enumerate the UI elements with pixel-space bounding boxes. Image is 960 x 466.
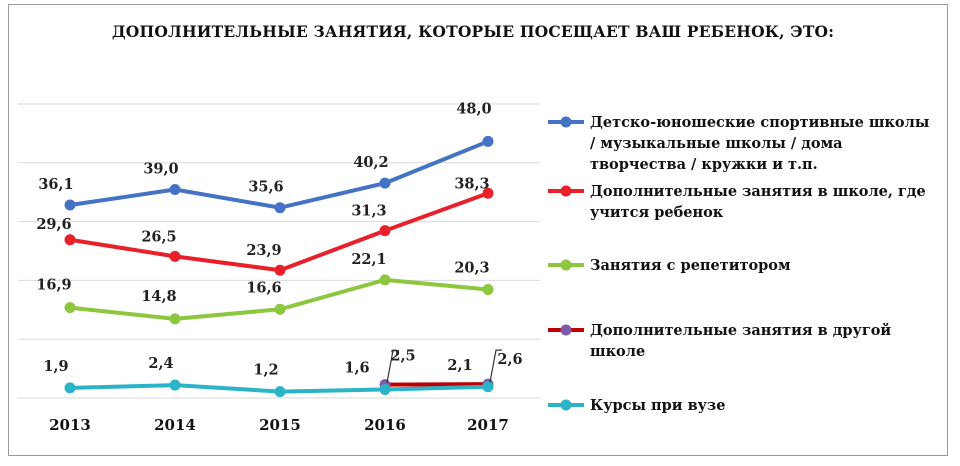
- series-0-data-label-0: 36,1: [38, 176, 73, 193]
- legend-entry-0-line-0: Детско-юношеские спортивные школы: [590, 114, 929, 131]
- x-tick-label-2017: 2017: [467, 416, 509, 434]
- legend-entry-1-line-1: учится ребенок: [590, 204, 724, 221]
- series-1-data-label-2: 23,9: [246, 242, 281, 259]
- chart-frame: [8, 4, 948, 456]
- legend-entry-3-line-0: Дополнительные занятия в другой: [590, 322, 891, 339]
- x-tick-label-2015: 2015: [259, 416, 301, 434]
- series-1-data-label-1: 26,5: [141, 228, 176, 245]
- series-3-data-label-4: 2,6: [497, 351, 522, 368]
- leader-line-3: [386, 350, 399, 383]
- series-0-point-3: [379, 177, 391, 189]
- x-tick-label-2016: 2016: [364, 416, 406, 434]
- series-2-point-2: [274, 303, 286, 315]
- series-2-point-0: [64, 302, 76, 314]
- series-4-point-0: [64, 382, 76, 394]
- series-4-data-label-1: 2,4: [148, 355, 173, 372]
- series-0-point-0: [64, 199, 76, 211]
- legend-marker-2: [560, 259, 572, 271]
- series-line-3: [383, 382, 490, 387]
- series-4-point-2: [274, 386, 286, 398]
- legend-marker-4: [560, 399, 572, 411]
- series-0-point-2: [274, 202, 286, 214]
- series-1-data-label-4: 38,3: [454, 175, 489, 192]
- series-4-data-label-3: 1,6: [344, 359, 369, 376]
- series-1-point-0: [64, 234, 76, 246]
- leader-line-4: [489, 349, 502, 383]
- series-1-data-label-3: 31,3: [351, 203, 386, 220]
- series-0-point-1: [169, 184, 181, 196]
- series-2-point-4: [482, 283, 494, 295]
- legend-entry-4-line-0: Курсы при вузе: [590, 397, 725, 414]
- series-2-data-label-0: 16,9: [36, 277, 71, 294]
- series-4-point-3: [379, 383, 391, 395]
- x-tick-label-2013: 2013: [49, 416, 91, 434]
- series-0-data-label-1: 39,0: [143, 161, 178, 178]
- legend-entry-1-line-0: Дополнительные занятия в школе, где: [590, 183, 926, 200]
- series-4-data-label-0: 1,9: [43, 358, 68, 375]
- legend-entry-2-line-0: Занятия с репетитором: [590, 257, 791, 274]
- series-1-point-2: [274, 264, 286, 276]
- x-tick-label-2014: 2014: [154, 416, 196, 434]
- series-0-point-4: [482, 135, 494, 147]
- series-4-data-label-2: 1,2: [253, 362, 278, 379]
- series-1-point-4: [482, 187, 494, 199]
- legend-marker-1: [560, 185, 572, 197]
- series-1-point-1: [169, 250, 181, 262]
- series-1-point-3: [379, 225, 391, 237]
- series-line-0: [68, 139, 490, 210]
- legend-entry-0-line-1: / музыкальные школы / дома: [590, 135, 843, 152]
- series-2-data-label-4: 20,3: [454, 259, 489, 276]
- series-2-data-label-3: 22,1: [351, 251, 386, 268]
- legend-marker-3: [560, 324, 572, 336]
- series-2-data-label-1: 14,8: [141, 288, 176, 305]
- series-4-point-1: [169, 379, 181, 391]
- legend-entry-0-line-2: творчества / кружки и т.п.: [590, 156, 818, 173]
- series-2-data-label-2: 16,6: [246, 279, 281, 296]
- series-2-point-3: [379, 274, 391, 286]
- series-0-data-label-4: 48,0: [456, 100, 491, 117]
- chart-title: ДОПОЛНИТЕЛЬНЫЕ ЗАНЯТИЯ, КОТОРЫЕ ПОСЕЩАЕТ…: [111, 22, 835, 41]
- series-4-data-label-4: 2,1: [447, 357, 472, 374]
- series-2-point-1: [169, 313, 181, 325]
- series-0-data-label-3: 40,2: [353, 154, 388, 171]
- legend-marker-0: [560, 116, 572, 128]
- legend-entry-3-line-1: школе: [590, 343, 645, 360]
- series-1-data-label-0: 29,6: [36, 216, 71, 233]
- series-0-data-label-2: 35,6: [248, 179, 283, 196]
- series-3-data-label-3: 2,5: [390, 348, 415, 365]
- series-4-point-4: [482, 381, 494, 393]
